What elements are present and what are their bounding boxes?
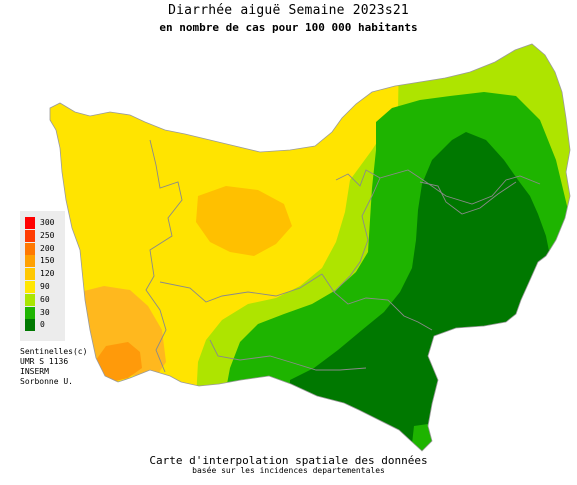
color-legend: 300 250 200 150 120 90 60 30 0 [20, 211, 65, 341]
legend-label: 300 [40, 218, 55, 227]
legend-swatch [25, 255, 35, 268]
zone-amber [196, 186, 292, 256]
legend-label: 200 [40, 243, 55, 253]
zone-green-tail [412, 424, 436, 451]
legend-label: 0 [40, 320, 45, 330]
legend-swatch [25, 306, 35, 319]
legend-swatch [25, 217, 35, 229]
credit-line: UMR S 1136 [20, 357, 69, 366]
legend-swatch [25, 242, 35, 255]
zone-orange [96, 342, 142, 382]
department-borders [145, 139, 541, 373]
credit-line: Sorbonne U. [20, 377, 73, 386]
border-eure-seinemaritime [379, 169, 541, 205]
credits: Sentinelles(c) UMR S 1136 INSERM Sorbonn… [20, 347, 87, 387]
border-calvados-orne [159, 273, 323, 303]
legend-swatch [25, 293, 35, 306]
border-calvados-eure [321, 169, 381, 293]
legend-label: 150 [40, 256, 55, 266]
legend-swatch [25, 268, 35, 281]
map-subtitle: en nombre de cas pour 100 000 habitants [159, 21, 418, 34]
border-eure-east [419, 181, 517, 215]
legend-label: 90 [40, 282, 50, 291]
border-orne-eure [333, 291, 433, 331]
map-title: Diarrhée aiguë Semaine 2023s21 [168, 3, 409, 18]
credit-line: INSERM [20, 367, 49, 376]
legend-swatch [25, 319, 35, 332]
credit-line: Sentinelles(c) [20, 347, 88, 356]
legend-label: 120 [40, 269, 55, 279]
legend-label: 250 [40, 230, 55, 240]
legend-swatch [25, 229, 35, 242]
border-orne-south [209, 339, 367, 371]
footer-subcaption: basée sur les incidences departementales [192, 466, 385, 475]
footer-caption: Carte d'interpolation spatiale des donné… [149, 454, 428, 467]
legend-label: 30 [40, 307, 50, 317]
legend-label: 60 [40, 294, 50, 304]
legend-swatch [25, 281, 35, 293]
border-manche-calvados [145, 139, 183, 373]
region-outline [49, 43, 571, 452]
